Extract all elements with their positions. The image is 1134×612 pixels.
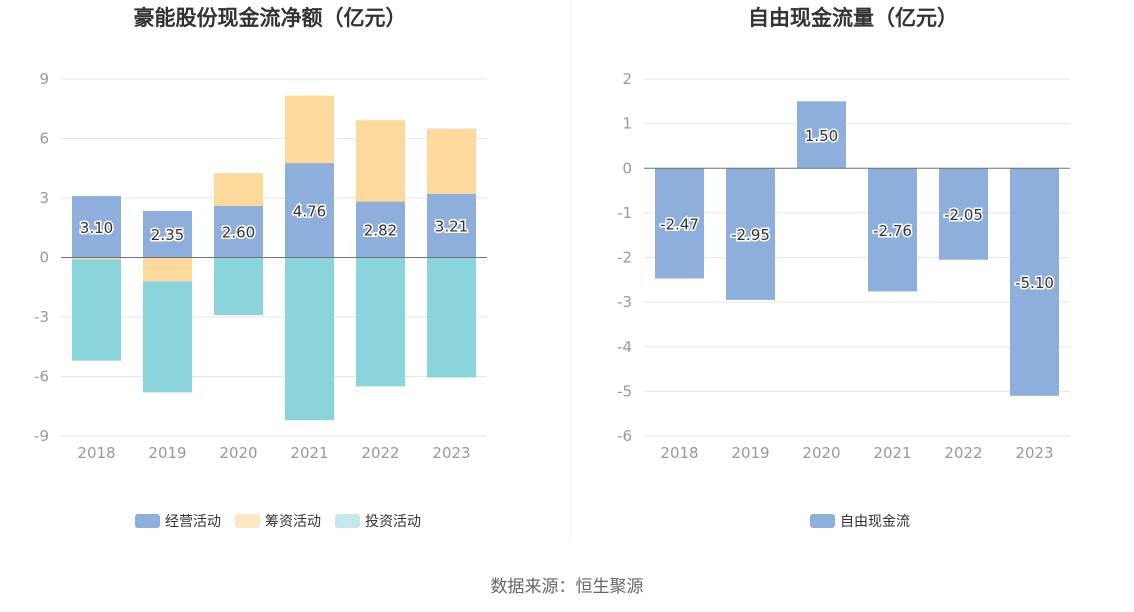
data-label: 1.50 [805,127,838,145]
bar-投资活动-2021 [285,257,334,421]
data-label: 3.10 [80,219,113,237]
bar-自由现金流-2021 [868,168,917,292]
y-tick-label: 9 [39,70,49,88]
y-tick-label: 2 [622,70,632,88]
x-tick-label: 2021 [290,444,328,462]
bar-自由现金流-2019 [726,168,775,300]
y-tick-label: -2 [617,249,632,267]
y-tick-label: 1 [622,115,632,133]
y-tick-label: 3 [39,189,49,207]
data-label: 2.60 [222,224,255,242]
bar-投资活动-2023 [427,257,476,378]
y-tick-label: -9 [34,427,49,445]
y-tick-label: -6 [617,427,632,445]
bar-投资活动-2022 [356,257,405,387]
data-label: -2.05 [944,206,983,224]
x-tick-label: 2022 [944,444,982,462]
bar-筹资活动-2018 [72,257,121,260]
data-label: 4.76 [293,202,326,220]
y-tick-label: 0 [39,249,49,267]
bar-经营活动-2023 [427,193,476,258]
bar-自由现金流-2023 [1010,168,1059,396]
bar-自由现金流-2022 [939,168,988,260]
chart-title: 豪能股份现金流净额（亿元） [134,6,407,30]
legend-swatch-投资活动 [335,514,360,528]
x-tick-label: 2020 [802,444,840,462]
free-cash-flow-chart: 自由现金流量（亿元） 2 1 0 -1 -2 -3 -4 -5 -6 2018 2019 2020 202… [617,6,1070,530]
bar-经营活动-2020 [214,205,263,258]
y-tick-label: 0 [622,159,632,177]
bar-筹资活动-2020 [214,173,263,206]
x-tick-label: 2022 [361,444,399,462]
x-tick-label: 2018 [77,444,115,462]
x-tick-label: 2023 [1015,444,1053,462]
bar-筹资活动-2021 [285,95,334,164]
y-tick-label: -3 [34,308,49,326]
data-label: 2.35 [151,226,184,244]
bar-经营活动-2019 [143,210,192,258]
bar-经营活动-2018 [72,196,121,258]
y-tick-label: -1 [617,204,632,222]
legend-label: 经营活动 [165,514,221,530]
bar-经营活动-2021 [285,163,334,258]
bar-经营活动-2022 [356,201,405,258]
legend-swatch-经营活动 [135,514,160,528]
data-label: -5.10 [1015,274,1054,292]
bar-投资活动-2020 [214,257,263,316]
data-label: 2.82 [364,222,397,240]
x-tick-label: 2020 [219,444,257,462]
bar-自由现金流-2018 [655,168,704,279]
bar-自由现金流-2020 [797,101,846,169]
data-label: 3.21 [435,218,468,236]
legend-label: 筹资活动 [265,513,321,530]
x-tick-label: 2019 [148,444,186,462]
legend-swatch-自由现金流 [810,514,835,528]
bar-投资活动-2019 [143,281,192,393]
y-tick-label: -5 [617,382,632,400]
x-tick-label: 2019 [731,444,769,462]
bar-筹资活动-2023 [427,128,476,194]
source-note: 数据来源：恒生聚源 [491,577,644,597]
y-tick-label: -6 [34,368,49,386]
y-tick-label: -4 [617,338,632,356]
y-tick-label: 6 [39,130,49,148]
legend-swatch-筹资活动 [235,514,260,528]
bar-投资活动-2018 [72,259,121,361]
x-tick-label: 2023 [432,444,470,462]
chart-title: 自由现金流量（亿元） [748,6,958,30]
bar-筹资活动-2022 [356,120,405,202]
data-label: -2.47 [660,215,699,233]
x-tick-label: 2021 [873,444,911,462]
x-tick-label: 2018 [660,444,698,462]
y-tick-label: -3 [617,293,632,311]
data-label: -2.76 [873,222,912,240]
legend-label: 自由现金流 [840,514,910,530]
bar-筹资活动-2019 [143,257,192,282]
data-label: -2.95 [731,226,770,244]
legend-label: 投资活动 [365,514,421,530]
cash-flow-chart: 豪能股份现金流净额（亿元） 9 6 3 0 -3 -6 -9 2018 2019 2020 2021 2… [34,6,487,530]
